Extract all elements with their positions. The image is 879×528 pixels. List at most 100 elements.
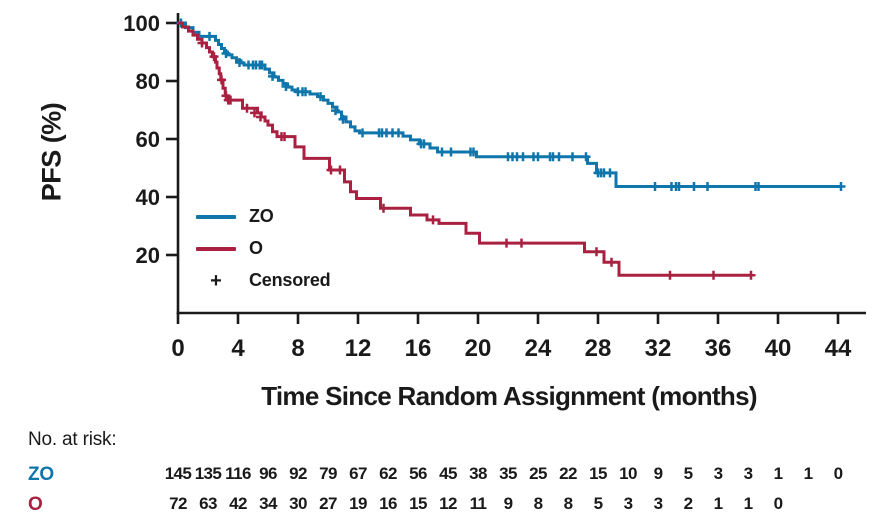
censor-mark-ZO [568,152,577,162]
risk-count: 79 [319,464,337,483]
km-curve-ZO [178,21,841,189]
risk-count: 19 [349,494,367,513]
risk-count: 0 [833,464,843,483]
censor-mark-O [607,257,616,267]
censor-mark-O [746,270,756,280]
censor-mark-O [379,203,388,213]
risk-count: 62 [379,464,397,483]
x-tick-label: 8 [291,335,304,362]
risk-row-label-1: O [28,494,43,515]
censor-mark-ZO [257,60,267,70]
censor-mark-ZO [605,168,615,178]
x-tick-label: 16 [405,335,432,362]
censor-mark-ZO [518,152,528,162]
censor-mark-O [502,238,511,248]
y-tick-label: 80 [136,69,160,94]
risk-count: 135 [194,464,222,483]
risk-count: 45 [439,464,457,483]
censor-mark-ZO [674,182,684,192]
risk-count: 145 [164,464,192,483]
risk-count: 27 [319,494,337,513]
legend-label-zo: ZO [249,206,274,226]
risk-count: 5 [683,464,693,483]
risk-count: 42 [229,494,247,513]
x-tick-label: 44 [825,335,852,362]
censor-mark-ZO [650,182,660,192]
x-tick-label: 12 [345,335,372,362]
censor-mark-O [197,38,207,48]
legend-swatch-zo [196,214,236,219]
risk-count: 9 [653,464,663,483]
censor-mark-O [709,270,718,280]
risk-count: 1 [773,464,783,483]
censor-mark-ZO [301,87,310,97]
risk-count: 15 [409,494,427,513]
risk-count: 35 [499,464,517,483]
risk-count: 1 [713,494,723,513]
censor-mark-O [592,247,601,257]
km-plot-svg: 100 80 60 40 20 0 4 8 12 16 20 24 28 32 36 40 44 [123,11,866,362]
legend: ZO O + Censored [196,205,331,292]
x-tick-label: 28 [585,335,612,362]
censor-mark-ZO [836,182,846,192]
risk-count: 96 [259,464,277,483]
x-tick-label: 40 [765,335,792,362]
censor-mark-O [517,238,526,248]
censor-mark-O [428,215,438,225]
legend-swatch-o [196,246,236,251]
censor-mark-ZO [281,82,291,92]
risk-count: 67 [349,464,367,483]
censor-mark-O [217,75,226,85]
risk-count: 12 [439,494,457,513]
censor-mark-ZO [316,92,325,102]
risk-count: 38 [469,464,487,483]
risk-table-heading: No. at risk: [28,429,117,450]
censor-mark-ZO [533,152,543,162]
censor-mark-ZO [205,31,214,41]
risk-count: 3 [623,494,633,513]
censor-mark-ZO [331,106,340,116]
legend-item-censored: + Censored [196,269,330,292]
risk-row-label-0: ZO [28,464,54,485]
censor-mark-O [256,112,265,122]
censor-mark-ZO [446,147,456,157]
y-tick-label: 20 [136,243,160,268]
censor-mark-O [335,165,345,175]
risk-count: 3 [653,494,663,513]
risk-count: 9 [503,494,513,513]
risk-count: 1 [803,464,813,483]
risk-count: 92 [289,464,307,483]
censor-mark-O [326,165,336,175]
x-tick-label: 4 [231,335,245,362]
censor-mark-O [242,103,252,113]
censored-plus-icon: + [210,269,222,292]
censor-mark-ZO [554,152,564,162]
risk-count: 25 [529,464,547,483]
risk-count: 11 [469,494,487,513]
censor-mark-ZO [235,57,244,67]
risk-count: 16 [379,494,397,513]
censor-mark-O [226,95,235,105]
censor-mark-ZO [419,139,429,149]
censor-mark-ZO [581,152,591,162]
x-tick-label: 0 [171,335,184,362]
risk-count: 72 [169,494,187,513]
censor-mark-O [665,270,675,280]
censor-mark-ZO [268,71,277,81]
legend-label-o: O [249,238,263,258]
censor-mark-ZO [358,128,367,138]
censor-mark-ZO [221,48,231,58]
y-tick-label: 60 [136,127,160,152]
censor-mark-ZO [394,128,403,138]
legend-label-censored: Censored [249,270,331,290]
censor-mark-ZO [754,182,763,192]
legend-item-o: O [196,237,330,260]
risk-count: 56 [409,464,427,483]
y-tick-label: 40 [136,185,160,210]
x-tick-label: 20 [465,335,492,362]
censor-mark-O [250,108,259,118]
censor-mark-ZO [689,182,699,192]
risk-count: 8 [563,494,573,513]
risk-count: 2 [683,494,693,513]
